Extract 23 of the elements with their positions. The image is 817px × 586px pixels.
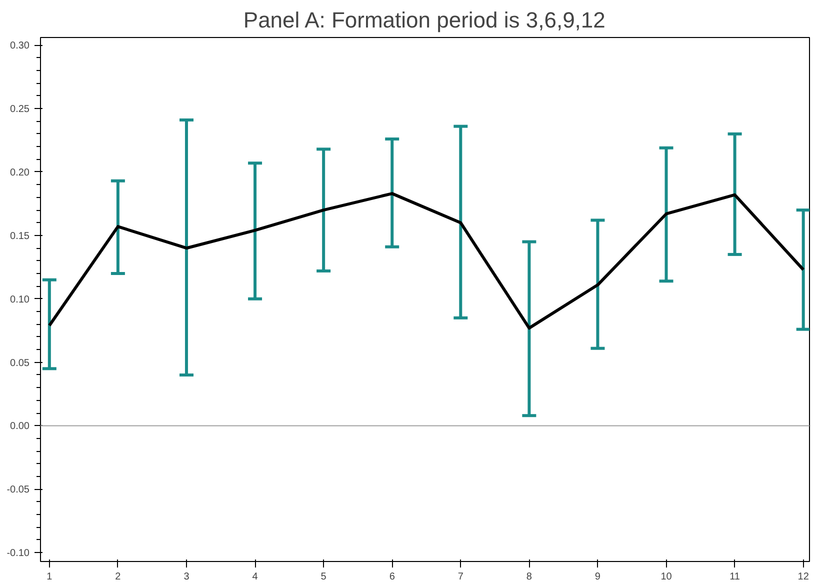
chart-title: Panel A: Formation period is 3,6,9,12 (243, 8, 606, 32)
y-tick-label: -0.10 (6, 548, 30, 560)
x-tick-label: 2 (115, 572, 122, 582)
x-tick-label: 12 (798, 572, 810, 582)
y-tick-label: -0.05 (6, 484, 30, 496)
y-tick-label: 0.10 (10, 294, 30, 306)
x-tick-label: 3 (184, 572, 190, 582)
y-tick-label: 0.30 (10, 40, 30, 52)
x-tick-label: 8 (526, 572, 532, 582)
x-tick-label: 7 (458, 572, 464, 582)
y-tick-label: 0.20 (10, 167, 30, 178)
y-tick-label: 0.25 (10, 104, 30, 116)
x-tick-label: 6 (389, 572, 396, 582)
x-tick-label: 11 (730, 572, 740, 582)
y-tick-label: 0.15 (10, 230, 30, 242)
x-tick-label: 5 (320, 572, 327, 582)
x-tick-label: 1 (46, 572, 53, 582)
x-tick-label: 10 (660, 572, 672, 582)
y-tick-label: 0.05 (10, 358, 30, 369)
line-series (48, 192, 805, 330)
x-tick-label: 9 (594, 572, 601, 582)
y-tick-label: 0.00 (10, 421, 30, 432)
x-tick-label: 4 (252, 572, 258, 582)
